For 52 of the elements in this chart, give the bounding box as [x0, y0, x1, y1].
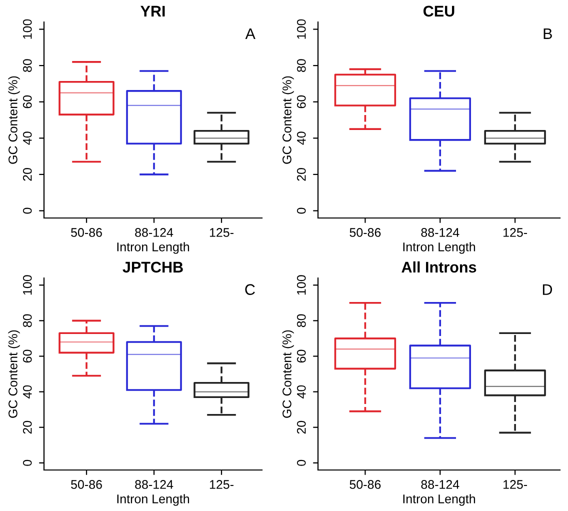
annotation: C: [245, 284, 255, 295]
y-tick-label: 0: [296, 208, 306, 214]
x-axis-title: Intron Length: [117, 494, 190, 506]
x-tick-label: 125-: [503, 228, 527, 237]
x-tick-label: 50-86: [350, 228, 381, 237]
y-tick-label: 80: [22, 314, 32, 328]
y-axis-title: GC Content (%): [282, 330, 294, 418]
y-axis-title: GC Content (%): [282, 76, 294, 164]
y-tick-label: 20: [22, 420, 32, 434]
chart-title: JPTCHB: [122, 262, 183, 273]
y-tick-label: 80: [296, 314, 306, 328]
y-tick-label: 100: [22, 275, 32, 295]
y-tick-label: 20: [296, 168, 306, 181]
y-tick-label: 0: [22, 208, 32, 214]
x-axis-title: Intron Length: [403, 242, 476, 254]
y-tick-label: 100: [296, 19, 306, 39]
y-tick-label: 40: [22, 385, 32, 398]
y-tick-label: 40: [296, 385, 306, 398]
chart-title: CEU: [424, 6, 454, 17]
y-tick-label: 0: [22, 460, 32, 466]
y-tick-label: 60: [22, 350, 32, 363]
x-tick-label: 88-124: [135, 228, 174, 237]
x-tick-label: 88-124: [135, 480, 174, 489]
x-tick-label: 50-86: [71, 228, 102, 237]
y-tick-label: 80: [22, 59, 32, 72]
annotation: A: [245, 28, 256, 39]
y-tick-label: 100: [22, 19, 32, 39]
x-tick-label: 125-: [210, 228, 234, 237]
y-axis-title: GC Content (%): [8, 330, 20, 418]
y-tick-label: 20: [296, 420, 306, 434]
x-tick-label: 50-86: [71, 480, 102, 489]
chart-title: YRI: [140, 6, 165, 16]
x-axis-title: Intron Length: [117, 242, 190, 254]
x-tick-label: 88-124: [421, 480, 460, 489]
y-tick-label: 20: [22, 168, 32, 181]
x-tick-label: 88-124: [421, 228, 460, 237]
y-tick-label: 60: [296, 95, 306, 108]
y-axis-title: GC Content (%): [8, 76, 20, 164]
x-tick-label: 50-86: [350, 480, 381, 489]
y-tick-label: 40: [22, 132, 32, 145]
y-tick-label: 80: [296, 59, 306, 72]
y-tick-label: 0: [296, 460, 306, 466]
annotation: D: [542, 284, 552, 295]
annotation: B: [544, 28, 552, 39]
x-axis-title: Intron Length: [403, 494, 476, 506]
x-tick-label: 125-: [210, 480, 234, 489]
y-tick-label: 60: [296, 350, 306, 363]
x-tick-label: 125-: [503, 480, 527, 489]
y-tick-label: 60: [22, 95, 32, 108]
chart-title: All Introns: [402, 261, 476, 273]
y-tick-label: 40: [296, 132, 306, 145]
y-tick-label: 100: [296, 275, 306, 295]
